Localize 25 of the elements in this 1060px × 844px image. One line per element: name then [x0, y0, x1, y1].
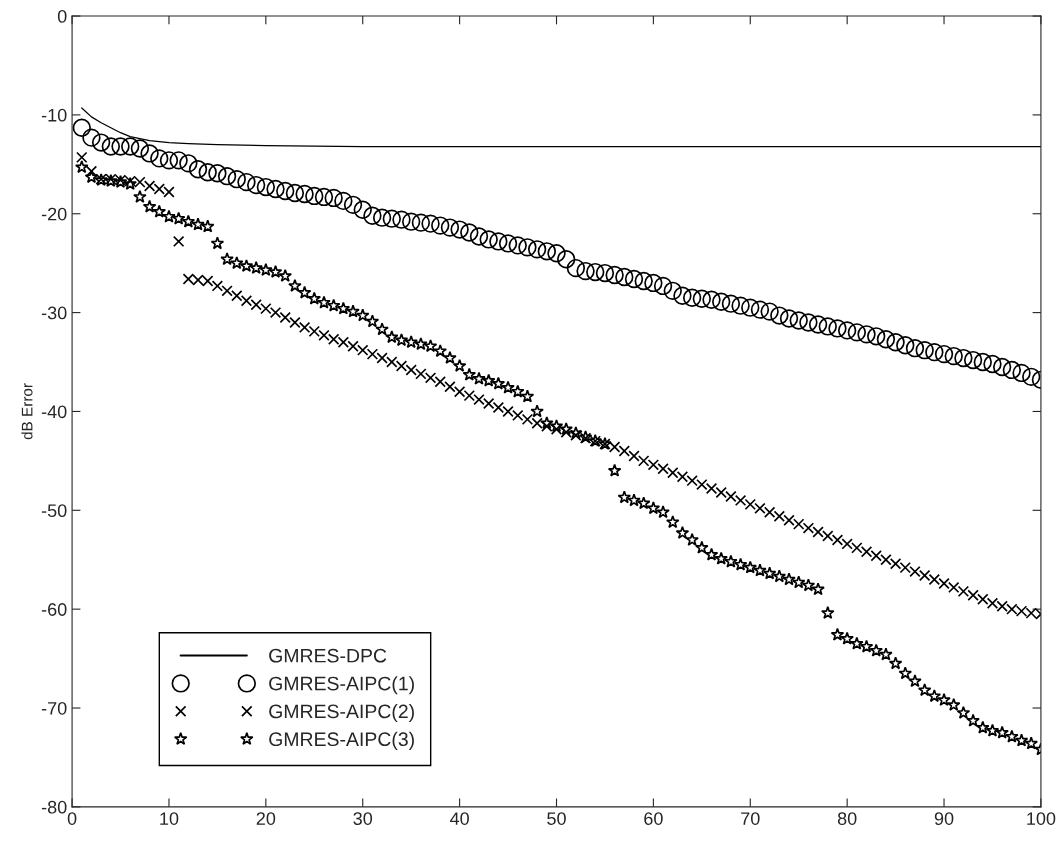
y-tick-label: -50 — [41, 504, 67, 518]
x-tick-label: 0 — [67, 812, 77, 825]
y-tick-label: -30 — [41, 306, 67, 320]
x-tick-label: 70 — [741, 812, 760, 825]
y-tick-label: -20 — [41, 207, 67, 221]
x-tick-label: 40 — [449, 812, 469, 825]
legend-label: GMRES-AIPC(2) — [269, 703, 414, 723]
x-tick-label: 90 — [934, 812, 954, 825]
y-tick-label: -80 — [41, 800, 67, 814]
x-tick-label: 100 — [1027, 812, 1056, 825]
y-tick-label: 0 — [57, 9, 67, 23]
y-tick-label: -60 — [41, 603, 67, 616]
x-tick-label: 30 — [353, 812, 373, 825]
y-axis-title: dB Error — [21, 383, 33, 440]
x-tick-label: 80 — [837, 812, 857, 825]
y-tick-label: -10 — [41, 108, 67, 122]
x-tick-label: 50 — [547, 812, 566, 825]
x-tick-label: 10 — [160, 812, 179, 825]
y-tick-label: -70 — [41, 701, 67, 715]
y-tick-label: -40 — [41, 405, 67, 419]
legend-label: GMRES-AIPC(3) — [269, 731, 414, 750]
legend-label: GMRES-DPC — [269, 648, 387, 663]
x-tick-label: 20 — [256, 812, 276, 825]
legend-label: GMRES-AIPC(1) — [269, 676, 414, 695]
x-tick-label: 60 — [644, 812, 663, 825]
